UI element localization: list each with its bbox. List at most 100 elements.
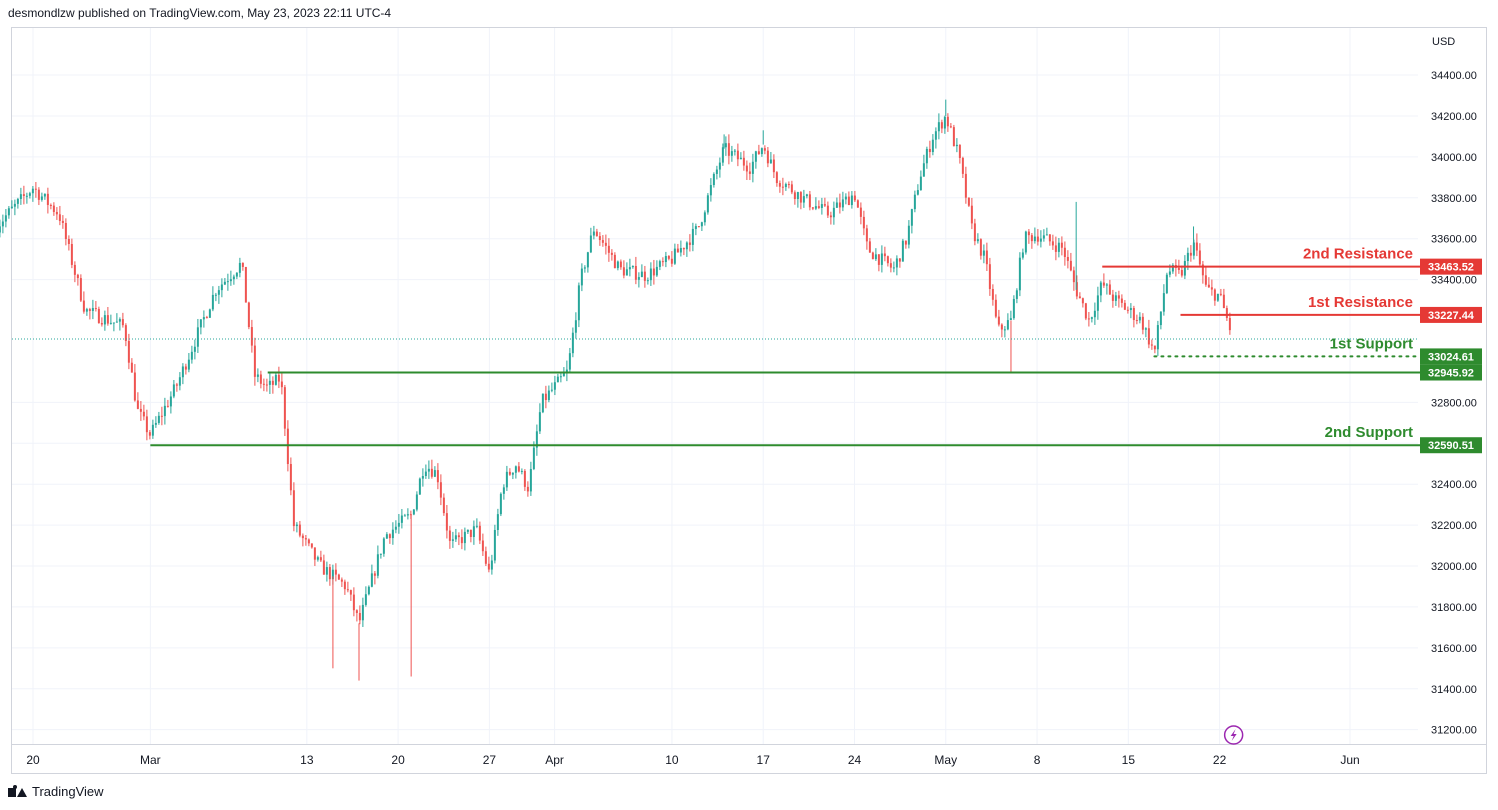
candle (1204, 267, 1207, 287)
candle (709, 178, 712, 202)
candle-body (463, 531, 466, 544)
candle (826, 201, 829, 219)
candle-body (1078, 296, 1081, 299)
candle-body (1150, 344, 1153, 346)
candlestick-chart[interactable]: USD 31200.00 31400.00 31600.00 31800.00 32000… (0, 0, 1498, 780)
candle-body (73, 264, 76, 275)
candle-body (445, 513, 448, 531)
candle (670, 251, 673, 267)
candle (637, 272, 640, 288)
candle-body (1198, 250, 1201, 265)
candle (781, 177, 784, 196)
candle (679, 240, 682, 257)
candle (991, 284, 994, 306)
candle (91, 299, 94, 320)
candle-body (1183, 261, 1186, 276)
candle-body (0, 226, 1, 233)
candle-body (910, 209, 913, 226)
price-tag-bg (1420, 364, 1482, 381)
candle (1030, 233, 1033, 249)
candle (1018, 252, 1021, 297)
candle-body (934, 131, 937, 140)
lightning-icon (1223, 725, 1244, 745)
candle (94, 301, 97, 312)
candle (412, 508, 415, 516)
candle (1042, 229, 1045, 242)
candle (442, 493, 445, 516)
candle-body (433, 470, 436, 477)
candle-body (478, 525, 481, 541)
candle-body (832, 207, 835, 218)
candle-body (1201, 264, 1204, 276)
candle (256, 368, 259, 383)
candle (877, 253, 880, 272)
candle (1081, 297, 1084, 308)
candle (793, 190, 796, 205)
candle (82, 291, 85, 314)
candle (181, 363, 184, 385)
candle-body (490, 560, 493, 570)
candle-body (349, 590, 352, 595)
candle (16, 197, 19, 209)
candle (538, 403, 541, 434)
candle (676, 243, 679, 253)
candle (964, 166, 967, 204)
candle-body (1060, 242, 1063, 248)
candle-body (727, 143, 730, 156)
candle-body (691, 228, 694, 245)
candle-body (148, 432, 151, 436)
candle (1228, 312, 1231, 335)
candle (715, 165, 718, 180)
candle (883, 246, 886, 262)
candle (259, 370, 262, 389)
candle (598, 232, 601, 246)
candle (415, 491, 418, 512)
candle (898, 258, 901, 268)
footer-brand[interactable]: TradingView (8, 784, 104, 799)
price-tick-label: 33800.00 (1431, 193, 1477, 205)
candle (373, 570, 376, 585)
time-tick-label: 27 (483, 753, 497, 767)
candle-body (1135, 319, 1138, 321)
candle-body (370, 573, 373, 587)
candle-body (1141, 316, 1144, 330)
candle (820, 197, 823, 215)
candle-body (436, 470, 439, 483)
candle-body (1093, 310, 1096, 318)
candle-body (280, 381, 283, 388)
candle (469, 529, 472, 543)
candle-body (703, 212, 706, 223)
candle-body (877, 254, 880, 265)
candle-body (52, 205, 55, 212)
price-tick-label: 31400.00 (1431, 684, 1477, 696)
candle-body (460, 537, 463, 544)
candle-body (1096, 295, 1099, 311)
candle-body (847, 196, 850, 206)
candle-body (55, 211, 58, 215)
candle (112, 322, 115, 332)
candle-body (583, 267, 586, 269)
candle (943, 115, 946, 134)
candle (643, 265, 646, 288)
price-tag-bg (1420, 306, 1482, 323)
candle-body (586, 252, 589, 268)
candle (928, 140, 931, 158)
candle-body (799, 192, 802, 203)
candle (925, 146, 928, 169)
candle-body (247, 302, 250, 328)
candle-body (91, 308, 94, 311)
candle-body (1021, 252, 1024, 258)
candle (1222, 288, 1225, 309)
candle-body (1192, 242, 1195, 256)
candle (61, 215, 64, 229)
time-tick-label: 13 (300, 753, 314, 767)
candle-body (1147, 328, 1150, 345)
price-tag-bg (1420, 258, 1482, 275)
candle (448, 525, 451, 549)
candle (853, 190, 856, 202)
candle (592, 225, 595, 240)
candle-body (604, 242, 607, 246)
candle (997, 309, 1000, 327)
candle (571, 327, 574, 358)
candle-body (574, 320, 577, 333)
